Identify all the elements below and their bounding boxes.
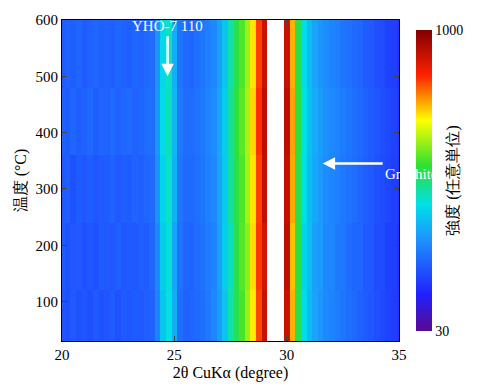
svg-text:温度 (°C): 温度 (°C) — [12, 149, 30, 213]
svg-text:YHO-7 110: YHO-7 110 — [132, 18, 203, 34]
svg-text:30: 30 — [279, 347, 294, 363]
svg-text:20: 20 — [55, 347, 70, 363]
svg-text:2θ CuKα (degree): 2θ CuKα (degree) — [173, 364, 289, 382]
svg-text:Graphite: Graphite — [385, 166, 438, 182]
svg-text:400: 400 — [36, 125, 59, 141]
svg-text:30: 30 — [435, 324, 449, 339]
svg-text:300: 300 — [36, 181, 59, 197]
svg-text:200: 200 — [36, 238, 59, 254]
svg-text:25: 25 — [167, 347, 182, 363]
svg-text:100: 100 — [36, 294, 59, 310]
svg-text:35: 35 — [392, 347, 407, 363]
svg-text:600: 600 — [36, 12, 59, 28]
svg-text:500: 500 — [36, 69, 59, 85]
svg-text:強度 (任意単位): 強度 (任意単位) — [444, 125, 462, 236]
svg-text:1000: 1000 — [435, 23, 463, 38]
